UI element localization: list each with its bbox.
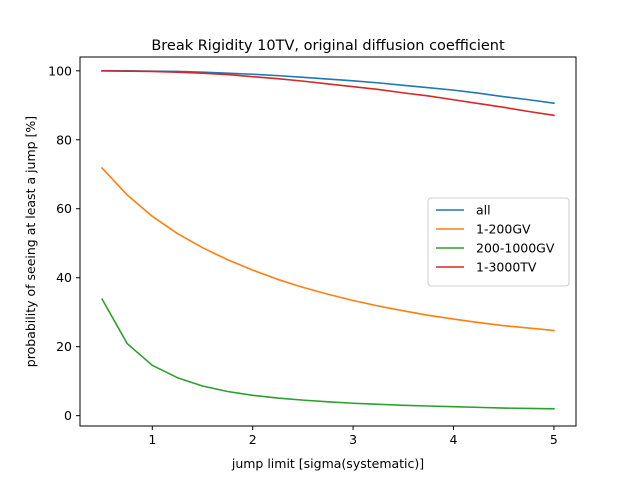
x-tick-label: 3 — [349, 432, 357, 447]
y-tick-label: 0 — [64, 408, 72, 423]
series-line-200-1000gv — [101, 298, 555, 410]
x-tick-label: 1 — [148, 432, 156, 447]
x-tick-label: 2 — [249, 432, 257, 447]
chart-title: Break Rigidity 10TV, original diffusion … — [151, 38, 505, 54]
legend-label: 1-200GV — [476, 222, 531, 237]
plot-frame — [79, 56, 577, 427]
legend-label: 200-1000GV — [476, 241, 555, 256]
series-layer — [100, 69, 555, 410]
legend-box — [427, 197, 570, 287]
y-tick-label: 40 — [56, 270, 72, 285]
y-tick-label: 20 — [56, 339, 72, 354]
y-axis-label: probability of seeing at least a jump [%… — [23, 116, 38, 367]
x-axis: 1 2 3 4 5 — [148, 426, 558, 447]
x-tick-label: 5 — [550, 432, 558, 447]
y-tick-label: 80 — [56, 132, 72, 147]
legend-label: all — [476, 203, 491, 218]
y-tick-label: 100 — [48, 63, 72, 78]
y-axis: 0 20 40 60 80 100 — [48, 63, 80, 423]
legend: all 1-200GV 200-1000GV 1-3000TV — [427, 197, 570, 287]
x-tick-label: 4 — [450, 432, 458, 447]
series-line-1-3000tv — [101, 69, 555, 117]
y-tick-label: 60 — [56, 201, 72, 216]
series-line-1-200gv — [100, 166, 555, 332]
legend-label: 1-3000TV — [476, 260, 537, 275]
x-axis-label: jump limit [sigma(systematic)] — [231, 456, 424, 471]
